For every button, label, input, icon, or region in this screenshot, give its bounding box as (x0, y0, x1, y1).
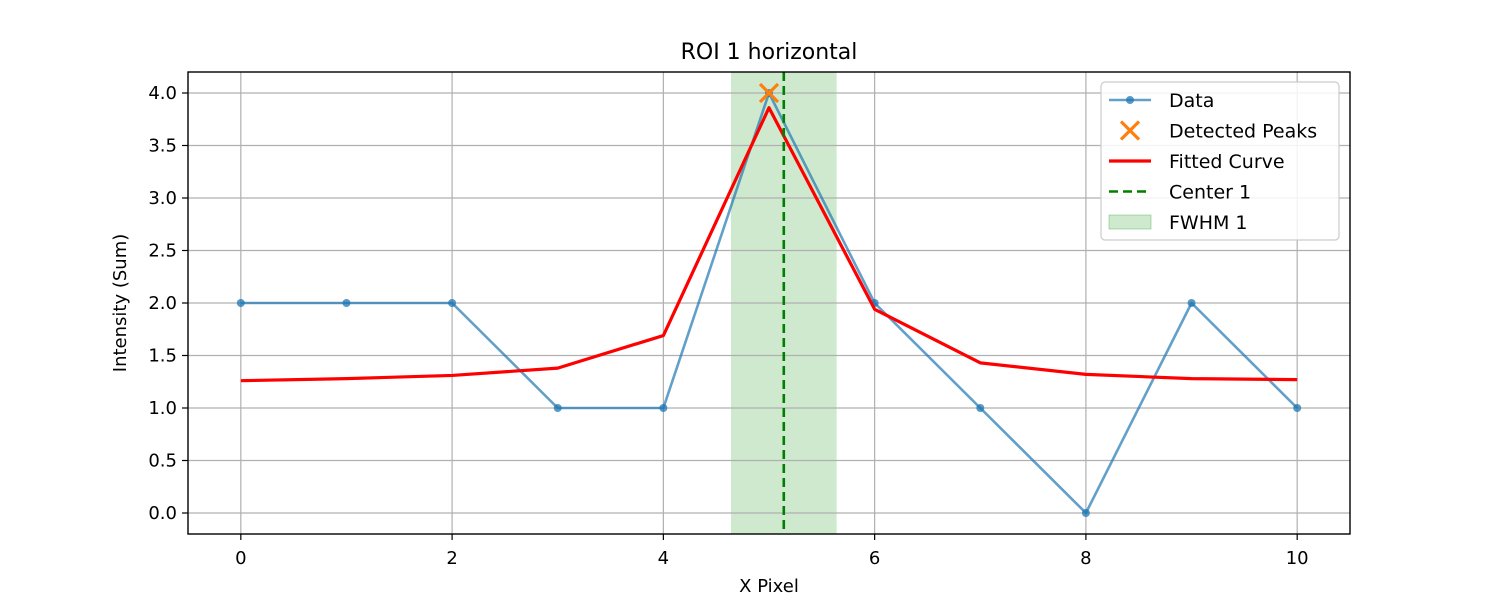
y-tick-label: 0.0 (148, 503, 177, 524)
x-tick-label: 0 (235, 548, 246, 569)
data-point (553, 404, 562, 412)
peak-marker-stroke (758, 82, 780, 104)
legend-label: FWHM 1 (1169, 212, 1248, 234)
data-point (448, 299, 457, 307)
data-point (1293, 404, 1302, 412)
data-point (342, 299, 351, 307)
legend-handle-peak-stroke (1119, 120, 1141, 141)
y-tick-label: 3.5 (148, 136, 177, 157)
plot-frame (187, 71, 1351, 535)
x-axis-label: X Pixel (739, 576, 799, 597)
y-tick-label: 3.0 (148, 188, 177, 209)
y-tick-label: 2.0 (148, 293, 177, 314)
y-tick-label: 1.5 (148, 346, 177, 367)
fitted-curve-line (240, 106, 1298, 383)
legend-handle-fwhm (1108, 214, 1152, 230)
data-point (236, 299, 245, 307)
legend-label: Detected Peaks (1169, 121, 1317, 143)
legend-handle-data-marker (1126, 96, 1134, 104)
legend-label: Fitted Curve (1169, 151, 1285, 173)
y-tick-label: 2.5 (148, 241, 177, 262)
y-tick-label: 0.5 (148, 451, 177, 472)
x-tick-label: 6 (869, 548, 880, 569)
data-point (976, 404, 985, 412)
legend: Data Detected Peaks Fitted Curve Center 1 FW… (1100, 81, 1340, 241)
legend-label: Center 1 (1169, 182, 1251, 204)
legend-box (1100, 81, 1340, 241)
x-tick-label: 10 (1286, 548, 1309, 569)
data-point (1081, 509, 1090, 517)
y-tick-label: 1.0 (148, 398, 177, 419)
legend-label: Data (1169, 90, 1214, 112)
data-point (1187, 299, 1196, 307)
chart-title: ROI 1 horizontal (681, 40, 858, 65)
y-axis-label: Intensity (Sum) (110, 234, 131, 372)
data-point (659, 404, 668, 412)
detected-peak-marker (758, 82, 780, 104)
x-tick-label: 8 (1080, 548, 1091, 569)
x-tick-label: 2 (446, 548, 457, 569)
x-tick-label: 4 (658, 548, 669, 569)
y-tick-label: 4.0 (148, 83, 177, 104)
